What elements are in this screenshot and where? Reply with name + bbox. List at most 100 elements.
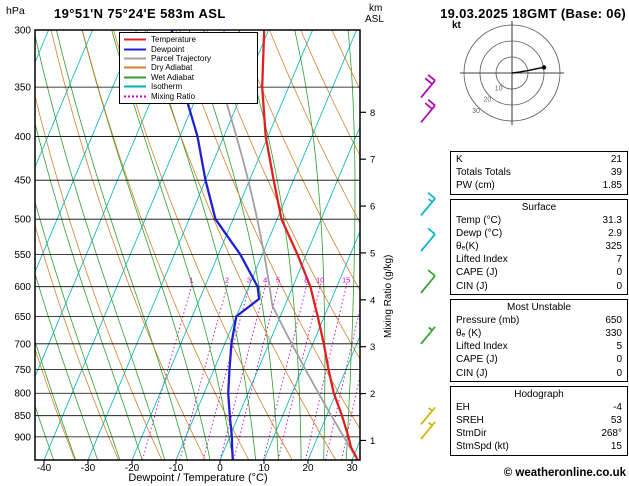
temperature-line [261,30,359,460]
km-tick-label: 2 [370,389,375,400]
panel-row-value: -4 [613,401,622,413]
panel-row: Lifted Index 7 [451,253,627,266]
mixing-ratio-label: 15 [342,276,350,285]
panel-row: CAPE (J) 0 [451,353,627,366]
temperature-tick-labels: -40 -30 -20 -10 0 10 20 30 [37,460,358,474]
panel-row-value: 1.85 [602,180,622,192]
pressure-tick-label: 300 [14,26,31,37]
legend-label: Dry Adiabat [151,63,193,73]
wind-barb-halftick [428,326,433,331]
panel-row-value: 39 [610,167,622,179]
mixing-ratio-label: 8 [304,276,308,285]
panel-row-label: StmSpd (kt) [456,441,509,453]
panel-row-value: 0 [616,280,622,292]
indices-panel: K 21 Totals Totals 39 PW (cm) 1.85 Surface Temp… [450,151,628,460]
km-tick-label: 8 [370,108,375,119]
pressure-tick-label: 600 [14,282,31,293]
pressure-tick-label: 700 [14,339,31,350]
panel-row-label: EH [456,401,470,413]
panel-section-header: Most Unstable [507,301,571,313]
plot-frame [34,29,361,461]
hodograph-unit-label: kt [452,20,461,31]
panel-row-value: 0 [616,367,622,379]
dewpoint-line [170,30,261,460]
legend-item: Temperature [123,35,254,44]
panel-row-label: CAPE (J) [456,267,498,279]
pressure-tick-label: 450 [14,176,31,187]
panel-row-value: 7 [616,254,622,266]
wind-barb-tick [424,77,433,85]
wind-barb-shaft [420,104,436,123]
panel-row-label: Lifted Index [456,341,508,353]
wind-barb-tick [427,227,436,235]
panel-row: CIN (J) 0 [451,367,627,380]
temperature-tick-label: 10 [258,463,270,474]
wind-barb-shaft [420,80,436,99]
panel-row: Lifted Index 5 [451,340,627,353]
panel-row-label: Dewp (°C) [456,227,503,239]
km-tick-label: 7 [370,155,375,166]
isotherm-line [219,125,360,460]
panel-section-header: Surface [521,201,557,213]
wind-barbs [420,74,436,440]
panel-row-value: 325 [605,241,622,253]
panel-row-value: 53 [610,415,622,427]
legend-item: Dry Adiabat [123,63,254,72]
panel-row: PW (cm) 1.85 [451,179,627,192]
height-axis-unit-km: km [369,3,383,14]
temperature-tick-label: -10 [169,463,184,474]
mixing-ratio-line [202,281,251,460]
mixing-ratio-line [233,281,280,460]
mixing-ratio-label: 1 [189,276,193,285]
run-datetime-label: 19.03.2025 18GMT (Base: 06) [440,6,626,21]
mixing-ratio-labels: 1 2 3 4 5 8 10 15 [189,276,350,285]
panel-row-value: 330 [605,328,622,340]
mixing-ratio-axis-title: Mixing Ratio (g/kg) [383,254,394,338]
panel-row-value: 0 [616,267,622,279]
mixing-ratio-line [141,281,194,460]
height-axis-unit-asl: ASL [365,14,384,25]
pressure-tick-label: 850 [14,411,31,422]
pressure-tick-label: 350 [14,83,31,94]
skewt-grid [35,30,432,476]
dry-adiabat-line [269,30,360,224]
isotherm-line [175,30,357,460]
hodograph-trace [511,66,545,74]
km-tick-label: 1 [370,436,375,447]
wet-adiabat-line [389,30,432,476]
dry-adiabat-line [35,347,76,460]
panel-row-label: Totals Totals [456,167,511,179]
panel-section-hodograph: Hodograph EH -4 SREH 53 StmDir 268° StmSpd (kt)… [450,385,628,456]
km-tick-label: 3 [370,342,375,353]
temperature-tick-label: -20 [125,463,140,474]
wet-adiabat-line [35,404,55,460]
panel-row-label: StmDir [456,428,487,440]
panel-row: EH -4 [451,401,627,414]
mixing-ratio-label: 4 [263,276,267,285]
panel-row: θₑ(K) 325 [451,240,627,253]
wet-adiabat-line [294,30,326,460]
panel-row: K 21 [451,153,627,166]
isotherm-line [35,30,137,273]
panel-row: StmSpd (kt) 15 [451,440,627,453]
isotherm-line [307,335,360,460]
legend-item: Parcel Trajectory [123,54,254,63]
panel-row: CIN (J) 0 [451,280,627,293]
legend-label: Isotherm [151,82,183,92]
wet-adiabat-line [35,339,77,460]
wind-barb-shaft [420,326,436,345]
wind-barb-shaft [420,406,436,425]
pressure-tick-label: 400 [14,132,31,143]
temperature-tick-label: 30 [346,463,358,474]
wind-barb-tick [427,99,436,107]
panel-row: StmDir 268° [451,427,627,440]
pressure-tick-label: 900 [14,432,31,443]
mixing-ratio-line [305,281,348,460]
panel-row: Temp (°C) 31.3 [451,214,627,227]
isotherm-line [263,230,360,460]
panel-row-label: K [456,154,463,165]
panel-row-label: θₑ (K) [456,328,482,340]
panel-section-indices: K 21 Totals Totals 39 PW (cm) 1.85 [450,151,628,195]
